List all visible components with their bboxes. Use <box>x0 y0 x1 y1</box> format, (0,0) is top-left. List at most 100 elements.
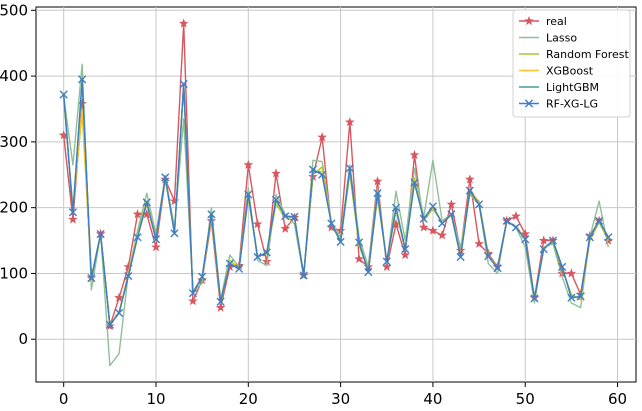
data-point <box>262 248 271 257</box>
data-point <box>446 199 457 209</box>
data-point <box>198 272 207 281</box>
data-point <box>520 228 531 239</box>
series-rf-xg-lg <box>59 75 613 329</box>
legend-marker <box>524 99 534 108</box>
data-point <box>538 235 549 245</box>
legend-label: RF-XG-LG <box>546 98 598 111</box>
x-tick-label: 30 <box>331 390 350 408</box>
data-point <box>400 249 411 260</box>
data-point <box>142 198 151 207</box>
data-point <box>308 165 318 174</box>
data-point <box>558 262 567 271</box>
legend-item: XGBoost <box>519 65 594 78</box>
data-point <box>364 268 373 277</box>
legend-label: real <box>546 15 567 28</box>
data-point <box>419 214 428 223</box>
y-tick-label: 200 <box>0 199 28 217</box>
data-point <box>151 235 161 244</box>
data-point <box>576 292 585 301</box>
data-point <box>317 132 327 142</box>
y-tick-label: 400 <box>0 67 28 85</box>
data-point <box>345 164 354 173</box>
data-point <box>243 159 254 169</box>
data-point <box>133 233 142 242</box>
data-point <box>484 252 493 261</box>
x-tick-label: 0 <box>59 390 69 408</box>
data-point <box>401 245 410 254</box>
legend-marker <box>524 15 534 26</box>
data-point <box>78 75 87 84</box>
data-point <box>372 176 383 186</box>
data-point <box>225 259 234 268</box>
data-point <box>252 219 263 229</box>
x-tick-label: 50 <box>516 390 535 408</box>
data-point <box>373 189 382 198</box>
data-point <box>447 210 456 219</box>
data-point <box>178 18 189 28</box>
axis-tick-labels: 0 10 20 30 40 50 60 0 100 200 300 400 500 <box>0 1 627 408</box>
data-point <box>336 237 345 246</box>
data-point <box>87 273 96 283</box>
legend-label: Random Forest <box>546 48 629 61</box>
data-point <box>585 233 594 242</box>
data-point <box>409 149 420 160</box>
data-point <box>280 223 291 233</box>
data-point <box>391 203 401 212</box>
data-point <box>354 238 364 247</box>
data-point <box>428 225 438 235</box>
data-point <box>281 212 290 221</box>
data-point <box>114 292 124 302</box>
data-point <box>410 178 419 187</box>
data-point <box>548 236 558 245</box>
y-tick-label: 0 <box>18 330 28 348</box>
data-point <box>170 229 179 238</box>
legend: real Lasso Random Forest XGBoost LightGBM RF-… <box>512 9 631 118</box>
data-point <box>345 117 355 127</box>
data-point <box>511 223 521 232</box>
data-point <box>161 173 170 182</box>
data-point <box>290 212 299 221</box>
data-point <box>539 245 548 254</box>
data-point <box>354 253 364 264</box>
y-tick-label: 100 <box>0 264 28 282</box>
data-point <box>105 320 114 329</box>
data-point <box>299 271 308 280</box>
data-point <box>428 202 438 211</box>
legend-label: LightGBM <box>546 81 599 94</box>
data-point <box>188 289 198 298</box>
legend-box <box>512 9 631 118</box>
data-point <box>465 186 474 195</box>
data-point <box>418 222 429 232</box>
data-point <box>68 208 78 217</box>
data-point <box>511 211 521 221</box>
legend-item: LightGBM <box>519 81 599 94</box>
data-point <box>244 190 253 199</box>
data-point <box>234 264 244 273</box>
plot-frame <box>35 6 637 383</box>
data-point <box>68 214 78 224</box>
series-line <box>62 63 609 367</box>
y-tick-label: 300 <box>0 133 28 151</box>
x-tick-label: 60 <box>608 390 627 408</box>
data-point <box>151 242 161 252</box>
data-point <box>521 235 530 244</box>
data-point <box>465 174 475 184</box>
data-point <box>271 195 281 204</box>
x-tick-label: 40 <box>423 390 442 408</box>
legend-label: XGBoost <box>546 65 594 78</box>
data-point <box>594 216 604 225</box>
data-point <box>327 219 336 228</box>
data-point <box>567 293 576 302</box>
data-point <box>438 219 447 228</box>
data-point <box>96 229 105 239</box>
legend-item: Lasso <box>519 32 577 45</box>
series-lasso <box>62 63 609 367</box>
data-point <box>474 200 484 209</box>
data-point <box>604 233 613 242</box>
data-point <box>215 302 226 312</box>
data-point <box>474 238 484 248</box>
legend-label: Lasso <box>546 32 577 45</box>
data-point <box>207 210 216 219</box>
data-point <box>493 264 502 273</box>
legend-item: RF-XG-LG <box>519 98 598 111</box>
